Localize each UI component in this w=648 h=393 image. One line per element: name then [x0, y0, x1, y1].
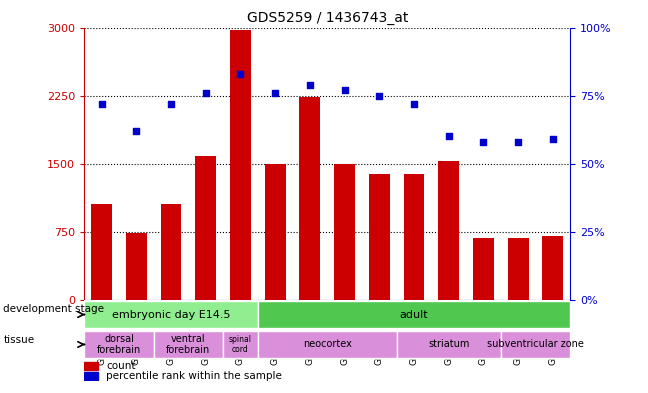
Text: count: count [106, 361, 135, 371]
Text: tissue: tissue [3, 335, 34, 345]
Point [270, 90, 281, 96]
Point [166, 101, 176, 107]
Text: subventricular zone: subventricular zone [487, 340, 584, 349]
Point [131, 128, 141, 134]
Point [340, 87, 350, 93]
Bar [438, 161, 459, 299]
Text: dorsal
forebrain: dorsal forebrain [97, 334, 141, 355]
Bar [223, 331, 258, 358]
Bar [404, 174, 424, 299]
Bar [299, 97, 320, 299]
Point [97, 101, 107, 107]
Bar [84, 372, 98, 380]
Bar [126, 233, 146, 299]
Text: embryonic day E14.5: embryonic day E14.5 [111, 310, 230, 320]
Title: GDS5259 / 1436743_at: GDS5259 / 1436743_at [246, 11, 408, 25]
Bar [265, 163, 286, 299]
Bar [84, 331, 154, 358]
Point [548, 136, 558, 142]
Bar [84, 301, 258, 328]
Text: spinal
cord: spinal cord [229, 335, 252, 354]
Text: striatum: striatum [428, 340, 469, 349]
Text: development stage: development stage [3, 303, 104, 314]
Text: neocortex: neocortex [303, 340, 352, 349]
Bar [84, 362, 98, 370]
Text: percentile rank within the sample: percentile rank within the sample [106, 371, 282, 381]
Point [409, 101, 419, 107]
Bar [154, 331, 223, 358]
Bar [161, 204, 181, 299]
Point [443, 133, 454, 140]
Bar [473, 238, 494, 299]
Point [201, 90, 211, 96]
Bar [369, 174, 389, 299]
Bar [195, 156, 216, 299]
Bar [501, 331, 570, 358]
Bar [334, 164, 355, 299]
Bar [258, 301, 570, 328]
Bar [397, 331, 501, 358]
Bar [91, 204, 112, 299]
Point [513, 139, 524, 145]
Point [374, 92, 384, 99]
Bar [508, 238, 529, 299]
Point [235, 71, 246, 77]
Bar [258, 331, 397, 358]
Bar [230, 30, 251, 299]
Point [478, 139, 489, 145]
Text: ventral
forebrain: ventral forebrain [167, 334, 211, 355]
Bar [542, 236, 563, 299]
Text: adult: adult [400, 310, 428, 320]
Point [305, 81, 315, 88]
